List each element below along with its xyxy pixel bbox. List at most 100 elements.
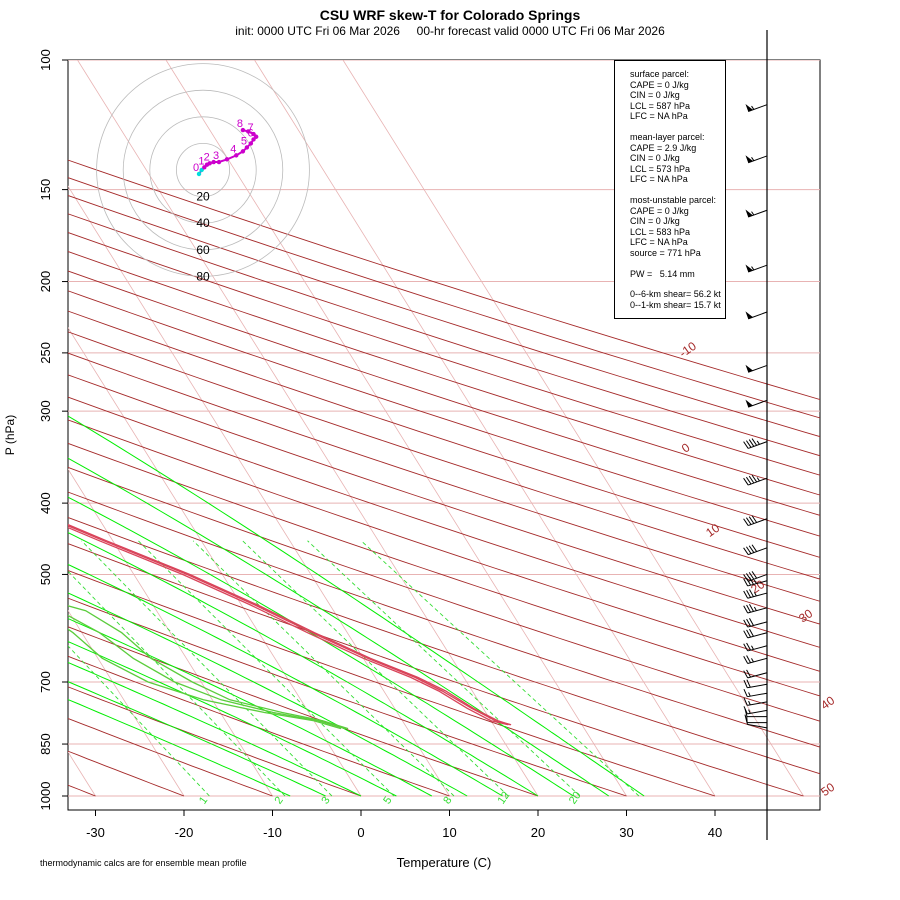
wind-barb-flag: [743, 578, 749, 587]
wind-barb: [743, 515, 768, 527]
dry-adiabat-line: [68, 491, 820, 748]
wind-barb-shaft: [747, 701, 768, 706]
wind-barb-half-flag: [751, 658, 754, 663]
wind-barb-flag: [746, 716, 748, 725]
info-line: CAPE = 0 J/kg: [630, 79, 689, 90]
mixing-ratio-label: 2: [273, 795, 286, 807]
wind-barb-shaft: [748, 364, 768, 373]
wind-barb: [743, 603, 768, 614]
dry-adiabat-label: 50: [818, 780, 837, 799]
hodograph-ring: [149, 116, 257, 224]
temperature-profile-line: [68, 526, 509, 726]
wind-barb-flag: [743, 697, 748, 706]
y-tick-label: 850: [38, 733, 53, 755]
hodograph-ring-label: 20: [196, 190, 210, 204]
wind-barb-shaft: [747, 621, 768, 628]
info-line: LFC = NA hPa: [630, 174, 688, 185]
wind-barb-flag: [749, 628, 754, 637]
wind-barb-half-flag: [753, 592, 757, 597]
footnote: thermodynamic calcs are for ensemble mea…: [40, 858, 247, 868]
wind-barb-shaft: [747, 709, 768, 715]
wind-barb-shaft: [747, 607, 768, 614]
y-tick-label: 1000: [38, 782, 53, 811]
shear-block: 0--6-km shear= 56.2 kt 0--1-km shear= 15…: [630, 289, 725, 310]
isotherm-line: [342, 60, 804, 797]
moist-adiabat-line: [68, 457, 610, 797]
moist-adiabat-line: [68, 563, 503, 797]
hodograph-point: [251, 131, 256, 137]
wind-barb-shaft: [748, 209, 768, 218]
wind-barb-flag: [745, 476, 752, 485]
x-tick-label: 30: [619, 825, 633, 840]
dry-adiabat-label: -10: [677, 339, 700, 361]
hodograph-point: [254, 134, 259, 139]
y-tick-label: 300: [38, 400, 53, 422]
temperature-profile-line: [68, 523, 511, 726]
y-tick-label: 500: [38, 564, 53, 586]
info-line: LCL = 587 hPa: [630, 100, 690, 111]
info-line: CIN = 0 J/kg: [630, 153, 680, 164]
hodograph-point: [240, 127, 246, 133]
wind-barb: [745, 155, 768, 164]
dry-adiabat-line: [68, 232, 820, 476]
hodograph-point: [244, 145, 250, 150]
wind-barb-pennant: [745, 364, 753, 373]
most-unstable-parcel-block: most-unstable parcel: CAPE = 0 J/kg CIN …: [630, 195, 725, 259]
moist-adiabat-line: [68, 496, 574, 797]
dry-adiabat-line: [68, 177, 820, 419]
wind-barb-shaft: [747, 645, 768, 652]
y-tick-label: 400: [38, 492, 53, 514]
hodograph-height-label: 7: [248, 122, 254, 134]
wind-barb-half-flag: [748, 692, 751, 697]
wind-barb-flag: [749, 618, 754, 626]
info-line: most-unstable parcel:: [630, 194, 717, 205]
mean-layer-parcel-block: mean-layer parcel: CAPE = 2.9 J/kg CIN =…: [630, 132, 725, 185]
wind-barb-half-flag: [748, 700, 751, 706]
dry-adiabat-line: [68, 626, 539, 797]
x-tick-label: -20: [175, 825, 194, 840]
wind-barb-pennant: [745, 399, 753, 408]
wind-barb-shaft: [748, 155, 768, 164]
x-axis-label: Temperature (C): [397, 855, 492, 870]
wind-barb-shaft: [748, 311, 768, 320]
dry-adiabat-line: [68, 213, 820, 457]
wind-barb: [745, 399, 768, 408]
dewpoint-profile-line: [68, 628, 342, 730]
info-line: surface parcel:: [630, 69, 690, 79]
dry-adiabat-line: [68, 290, 820, 537]
info-line: 0--1-km shear= 15.7 kt: [630, 299, 721, 310]
y-tick-label: 200: [38, 271, 53, 293]
wind-barb-flag: [743, 590, 749, 599]
hodograph-ring-label: 40: [196, 216, 210, 230]
y-tick-label: 150: [38, 179, 53, 201]
info-line: mean-layer parcel:: [630, 131, 705, 142]
wind-barb-half-flag: [751, 645, 754, 650]
wind-barb: [745, 209, 768, 218]
hodograph-point: [196, 171, 202, 177]
hodograph-height-label: 4: [230, 143, 236, 155]
y-axis-label: P (hPa): [3, 415, 17, 455]
wind-barb-shaft: [748, 547, 768, 556]
dry-adiabat-line: [68, 570, 716, 797]
mixing-ratio-label: 1: [197, 795, 210, 807]
hodograph-point: [234, 153, 239, 158]
dry-adiabat-line: [68, 331, 820, 580]
wind-barb-shaft: [748, 399, 768, 408]
wind-barb-pennant: [745, 155, 753, 163]
dry-adiabat-label: 10: [703, 521, 722, 540]
dry-adiabat-line: [68, 419, 820, 672]
dry-adiabat-line: [68, 717, 273, 797]
mixing-ratio-line: [242, 540, 509, 797]
moist-adiabat-line: [68, 698, 291, 797]
wind-barb-flag: [746, 642, 752, 651]
info-line: CAPE = 0 J/kg: [630, 205, 689, 216]
wind-barb-flag: [743, 643, 749, 652]
mixing-ratio-line: [307, 540, 581, 797]
wind-barb: [745, 264, 768, 273]
dry-adiabat-line: [68, 442, 820, 697]
x-tick-label: -30: [86, 825, 105, 840]
wind-barb: [746, 716, 768, 729]
moist-adiabat-line: [68, 532, 539, 797]
moist-adiabat-line: [68, 415, 645, 797]
wind-barb-shaft: [747, 683, 768, 689]
